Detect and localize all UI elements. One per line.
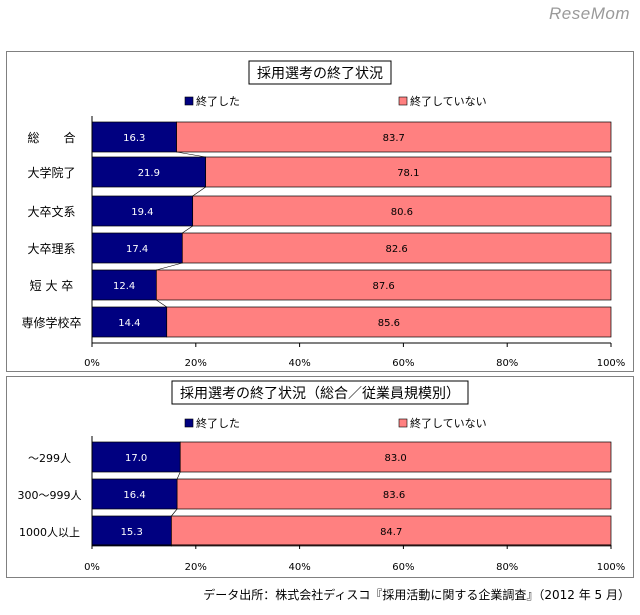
x-tick-label-5: 100% [597, 562, 626, 573]
series-line-1 [192, 186, 206, 197]
legend-swatch-not-done [398, 96, 408, 106]
data-label-not-done-2: 80.6 [391, 207, 413, 218]
legend-swatch-done [184, 418, 194, 428]
data-label-not-done-3: 82.6 [386, 244, 408, 255]
category-label-3: 大卒理系 [27, 242, 75, 256]
legend-label-done: 終了した [196, 94, 240, 108]
x-tick-label-2: 40% [288, 562, 310, 573]
x-tick-label-5: 100% [597, 358, 626, 369]
series-line-0 [176, 471, 181, 480]
data-label-done-5: 14.4 [118, 318, 140, 329]
x-tick-label-1: 20% [185, 358, 207, 369]
category-label-0: ～299人 [28, 452, 71, 465]
data-label-not-done-0: 83.0 [384, 453, 406, 464]
x-tick-label-3: 60% [392, 562, 414, 573]
legend-label-not-done: 終了していない [410, 94, 487, 108]
data-label-not-done-0: 83.7 [383, 133, 405, 144]
bar-not-done-1 [205, 156, 612, 188]
bar-done-5 [91, 306, 168, 338]
resemom-logo: ReseMom [549, 4, 630, 23]
x-tick-label-4: 80% [496, 562, 518, 573]
bar-done-2 [91, 515, 172, 547]
category-label-1: 300～999人 [18, 489, 82, 502]
series-line-3 [156, 262, 183, 271]
chart-title: 採用選考の終了状況（総合／従業員規模別） [180, 386, 460, 402]
chart-title-box [248, 60, 392, 85]
data-label-not-done-1: 78.1 [397, 168, 419, 179]
category-label-2: 大卒文系 [27, 204, 75, 219]
data-label-done-2: 19.4 [131, 207, 153, 218]
data-label-not-done-2: 84.7 [380, 527, 402, 538]
legend-label-not-done: 終了していない [410, 416, 487, 430]
bar-done-0 [91, 121, 177, 153]
data-label-not-done-5: 85.6 [378, 318, 400, 329]
data-label-done-0: 17.0 [125, 453, 147, 464]
legend-swatch-done [184, 96, 194, 106]
bar-not-done-1 [176, 478, 612, 510]
x-tick-label-2: 40% [288, 358, 310, 369]
x-tick-label-0: 0% [84, 562, 100, 573]
bar-not-done-5 [166, 306, 612, 338]
bar-not-done-0 [179, 441, 612, 473]
legend-swatch-not-done [398, 418, 408, 428]
bar-done-0 [91, 441, 181, 473]
data-label-done-1: 21.9 [138, 168, 160, 179]
bar-done-3 [91, 232, 183, 264]
category-label-0: 総 合 [27, 130, 75, 145]
bar-not-done-3 [181, 232, 612, 264]
chart-panel-company-size: 採用選考の終了状況（総合／従業員規模別） 終了した 終了していない 17.0 83.0 ～… [6, 376, 634, 578]
data-label-done-3: 17.4 [126, 244, 148, 255]
bar-done-1 [91, 478, 178, 510]
bar-not-done-0 [176, 121, 612, 153]
x-tick-label-4: 80% [496, 358, 518, 369]
category-label-4: 短 大 卒 [30, 279, 74, 293]
series-line-2 [182, 225, 193, 234]
data-label-not-done-4: 87.6 [373, 281, 395, 292]
source-note: データ出所：株式会社ディスコ『採用活動に関する企業調査』（2012 年 5 月） [203, 588, 630, 602]
series-line-0 [176, 151, 206, 158]
bar-not-done-4 [156, 269, 612, 301]
data-label-done-0: 16.3 [123, 133, 145, 144]
x-tick-label-1: 20% [185, 562, 207, 573]
bar-not-done-2 [171, 515, 612, 547]
chart-title-box [171, 380, 469, 405]
bar-not-done-2 [192, 195, 612, 227]
category-label-5: 専修学校卒 [21, 315, 81, 330]
bar-done-1 [91, 156, 207, 188]
chart-panel-education: 採用選考の終了状況終了した 終了していない 16.3 83.7 総 合 21.9 78.1 大… [6, 51, 634, 372]
series-line-1 [171, 508, 178, 517]
chart-title: 採用選考の終了状況 [257, 66, 383, 82]
chart-company-size-svg: 採用選考の終了状況（総合／従業員規模別） 終了した 終了していない 17.0 83.0 ～… [18, 380, 626, 573]
bar-done-2 [91, 195, 194, 227]
category-label-2: 1000人以上 [19, 526, 80, 539]
category-label-1: 大学院了 [27, 165, 75, 180]
x-tick-label-0: 0% [84, 358, 100, 369]
data-label-done-1: 16.4 [123, 490, 145, 501]
legend-label-done: 終了した [196, 416, 240, 430]
x-tick-label-3: 60% [392, 358, 414, 369]
data-label-done-2: 15.3 [121, 527, 143, 538]
data-label-not-done-1: 83.6 [383, 490, 405, 501]
series-line-4 [156, 299, 167, 308]
data-label-done-4: 12.4 [113, 281, 135, 292]
